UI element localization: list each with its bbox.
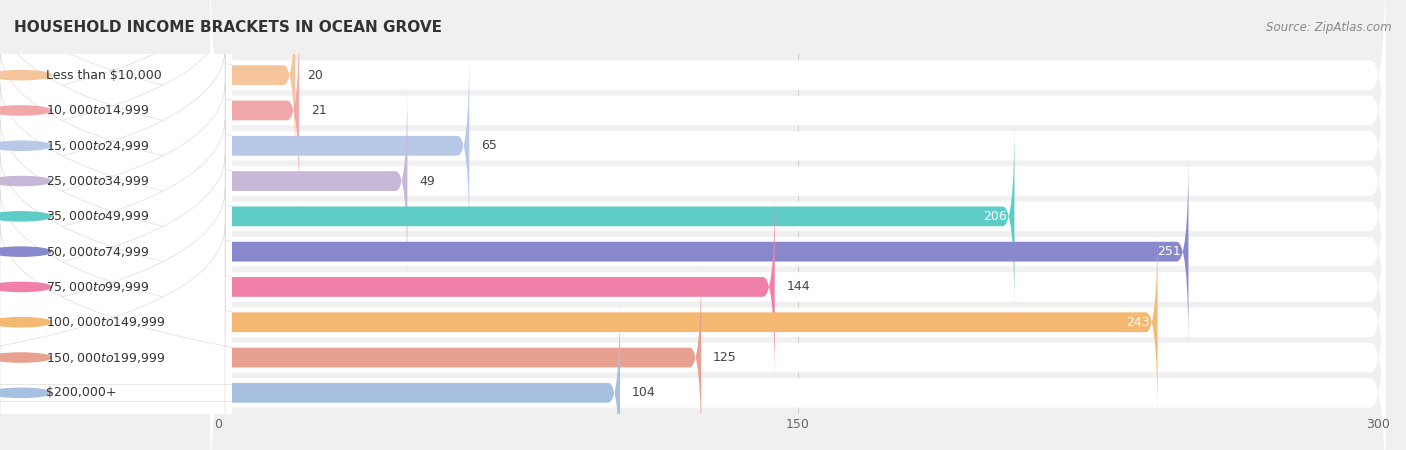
Text: 243: 243	[1126, 316, 1150, 329]
FancyBboxPatch shape	[0, 189, 1160, 450]
Text: $100,000 to $149,999: $100,000 to $149,999	[46, 315, 166, 329]
FancyBboxPatch shape	[0, 225, 1160, 450]
FancyBboxPatch shape	[209, 19, 1386, 272]
FancyBboxPatch shape	[209, 196, 1386, 449]
Text: $35,000 to $49,999: $35,000 to $49,999	[46, 209, 150, 223]
FancyBboxPatch shape	[0, 48, 1160, 384]
Text: 21: 21	[311, 104, 326, 117]
Text: $75,000 to $99,999: $75,000 to $99,999	[46, 280, 150, 294]
FancyBboxPatch shape	[0, 13, 1160, 349]
FancyBboxPatch shape	[218, 191, 775, 383]
Circle shape	[0, 282, 51, 292]
FancyBboxPatch shape	[209, 161, 1386, 414]
FancyBboxPatch shape	[0, 0, 1160, 279]
FancyBboxPatch shape	[218, 50, 470, 242]
Circle shape	[0, 318, 51, 327]
FancyBboxPatch shape	[0, 84, 1160, 420]
Text: 251: 251	[1157, 245, 1181, 258]
Text: Source: ZipAtlas.com: Source: ZipAtlas.com	[1267, 21, 1392, 33]
Text: $25,000 to $34,999: $25,000 to $34,999	[46, 174, 150, 188]
Text: $15,000 to $24,999: $15,000 to $24,999	[46, 139, 150, 153]
Circle shape	[0, 106, 51, 115]
FancyBboxPatch shape	[218, 14, 299, 207]
Circle shape	[0, 212, 51, 221]
Text: 65: 65	[481, 139, 496, 152]
Text: 144: 144	[786, 280, 810, 293]
FancyBboxPatch shape	[218, 226, 1157, 418]
FancyBboxPatch shape	[209, 125, 1386, 378]
Text: $50,000 to $74,999: $50,000 to $74,999	[46, 245, 150, 259]
Text: $150,000 to $199,999: $150,000 to $199,999	[46, 351, 166, 364]
FancyBboxPatch shape	[0, 119, 1160, 450]
Text: $200,000+: $200,000+	[46, 386, 117, 399]
Text: Less than $10,000: Less than $10,000	[46, 69, 162, 82]
Circle shape	[0, 247, 51, 256]
FancyBboxPatch shape	[0, 154, 1160, 450]
FancyBboxPatch shape	[0, 0, 1160, 314]
FancyBboxPatch shape	[209, 0, 1386, 237]
FancyBboxPatch shape	[218, 261, 702, 450]
Text: 125: 125	[713, 351, 737, 364]
Text: 104: 104	[631, 386, 655, 399]
Text: 49: 49	[419, 175, 434, 188]
FancyBboxPatch shape	[209, 231, 1386, 450]
Circle shape	[0, 176, 51, 186]
FancyBboxPatch shape	[209, 54, 1386, 307]
FancyBboxPatch shape	[218, 297, 620, 450]
Circle shape	[0, 388, 51, 397]
FancyBboxPatch shape	[209, 0, 1386, 202]
Circle shape	[0, 71, 51, 80]
Circle shape	[0, 141, 51, 150]
Text: HOUSEHOLD INCOME BRACKETS IN OCEAN GROVE: HOUSEHOLD INCOME BRACKETS IN OCEAN GROVE	[14, 19, 441, 35]
FancyBboxPatch shape	[218, 120, 1015, 312]
Text: 20: 20	[307, 69, 323, 82]
FancyBboxPatch shape	[209, 266, 1386, 450]
FancyBboxPatch shape	[0, 0, 1160, 243]
FancyBboxPatch shape	[218, 0, 295, 171]
Text: $10,000 to $14,999: $10,000 to $14,999	[46, 104, 150, 117]
Text: 206: 206	[983, 210, 1007, 223]
Circle shape	[0, 353, 51, 362]
FancyBboxPatch shape	[218, 85, 408, 277]
FancyBboxPatch shape	[218, 156, 1188, 348]
FancyBboxPatch shape	[209, 90, 1386, 343]
